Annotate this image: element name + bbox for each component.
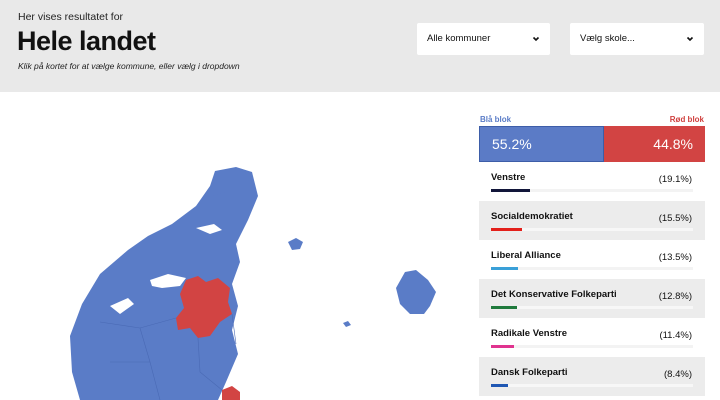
party-percent: (15.5%) [658,213,692,224]
red-bloc-label: Rød blok [669,115,704,124]
page-title: Hele landet [17,26,156,56]
map-water-fjord [196,224,222,234]
denmark-map[interactable] [0,92,470,400]
party-row[interactable]: Radikale Venstre (11.4%) [479,318,705,357]
party-bar-track [491,345,693,348]
party-row[interactable]: Liberal Alliance (13.5%) [479,240,705,279]
map-island-anholt[interactable] [343,321,351,327]
red-bloc-segment: 44.8% [603,126,705,162]
map-island-east[interactable] [396,270,436,314]
party-name: Det Konservative Folkeparti [491,289,617,300]
map-region-red-center[interactable] [176,276,232,338]
map-region-north[interactable] [198,192,232,216]
map-island-laeso[interactable] [288,238,303,250]
party-percent: (8.4%) [664,369,692,380]
skole-dropdown[interactable]: Vælg skole... [570,23,704,55]
party-row[interactable]: Socialdemokratiet (15.5%) [479,201,705,240]
party-name: Dansk Folkeparti [491,367,568,378]
party-name: Socialdemokratiet [491,211,573,222]
bloc-labels: Blå blok Rød blok [479,112,705,126]
blue-bloc-label: Blå blok [480,115,512,124]
party-name: Venstre [491,172,526,183]
party-bar-track [491,189,693,192]
party-name: Radikale Venstre [491,328,568,339]
party-row[interactable]: Dansk Folkeparti (8.4%) [479,357,705,396]
chevron-down-icon [686,36,694,42]
blue-bloc-segment: 55.2% [479,126,604,162]
party-bar-fill [491,345,515,348]
chevron-down-icon [532,36,540,42]
party-bar-track [491,267,693,270]
map-water-inlet [110,298,134,314]
party-bar-fill [491,228,523,231]
page-header: Her vises resultatet for Hele landet Kli… [0,0,720,92]
results-kicker: Her vises resultatet for [18,11,124,23]
instructions-text: Klik på kortet for at vælge kommune, ell… [18,61,240,71]
party-percent: (13.5%) [658,252,692,263]
party-percent: (11.4%) [659,330,692,341]
party-percent: (12.8%) [658,291,692,302]
party-bar-fill [491,306,517,309]
party-bar-fill [491,384,508,387]
party-list: Venstre (19.1%) Socialdemokratiet (15.5%) Li… [479,162,705,396]
kommune-dropdown-value: Alle kommuner [427,33,491,44]
kommune-dropdown[interactable]: Alle kommuner [417,23,550,55]
map-water-limfjord [150,274,186,288]
bloc-split-bar: 55.2% 44.8% [479,126,705,162]
map-region-red-south[interactable] [222,386,240,400]
results-panel: Blå blok Rød blok 55.2% 44.8% Venstre (19… [479,112,705,400]
party-row[interactable]: Det Konservative Folkeparti (12.8%) [479,279,705,318]
party-bar-fill [491,267,519,270]
party-name: Liberal Alliance [491,250,561,261]
map-borders [99,313,237,400]
party-row[interactable]: Venstre (19.1%) [479,162,705,201]
skole-dropdown-value: Vælg skole... [580,33,635,44]
party-bar-track [491,306,693,309]
party-bar-track [491,228,693,231]
party-bar-fill [491,189,530,192]
party-bar-track [491,384,693,387]
party-percent: (19.1%) [658,174,692,185]
